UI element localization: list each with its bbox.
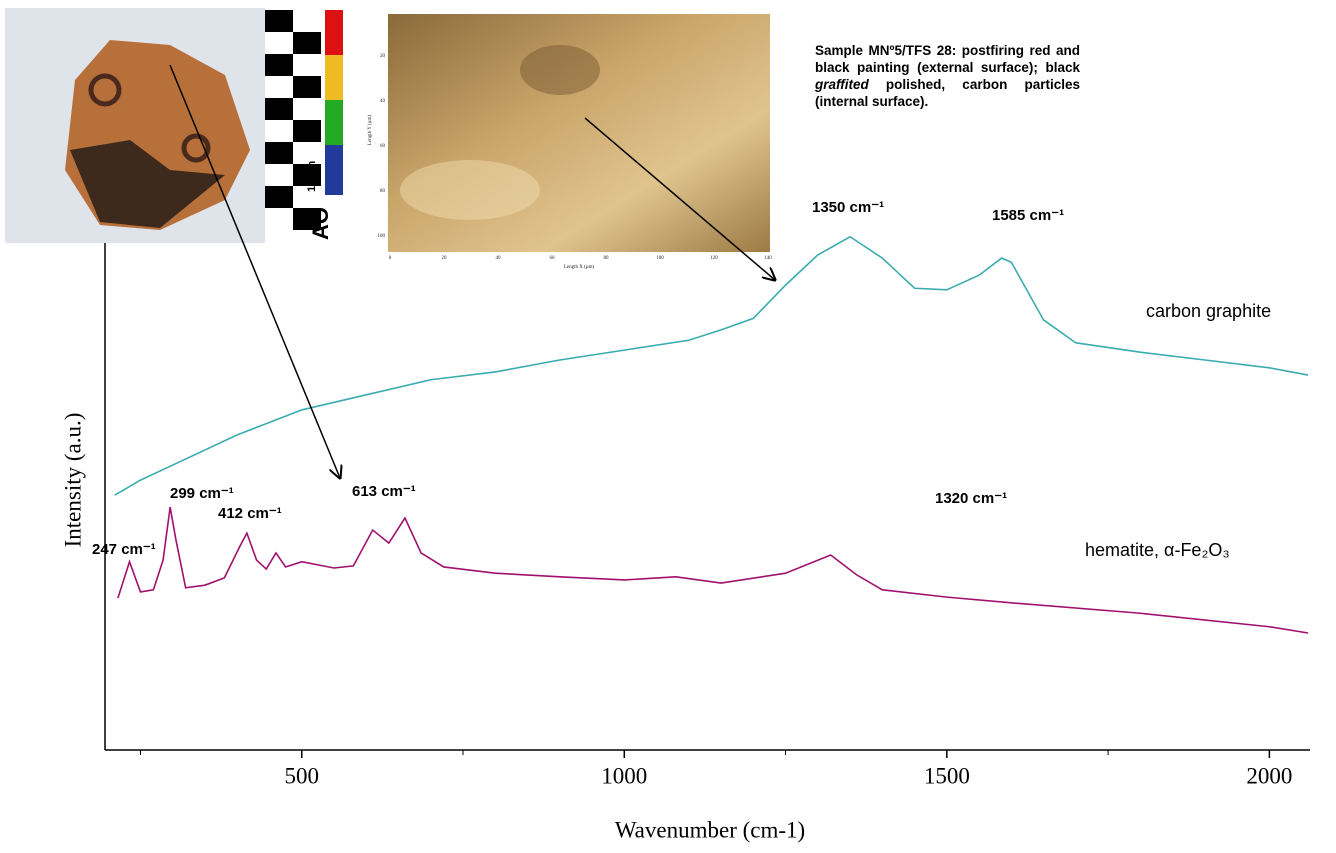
plot-area [114, 235, 1309, 634]
caption-text: Sample MNº5/TFS 28: postfiring red and b… [815, 43, 1080, 75]
series-line [114, 235, 1309, 496]
micro-x-tick: 40 [496, 256, 502, 261]
series-label: carbon graphite [1146, 301, 1271, 321]
y-axis-title: Intensity (a.u.) [60, 413, 85, 548]
peak-label: 1585 cm⁻¹ [992, 207, 1064, 224]
micro-x-tick: 20 [442, 256, 448, 261]
ruler-text: AO [308, 207, 333, 240]
micrograph: Length Y (µm) Length X (µm) 0 20 40 60 80 100… [368, 10, 782, 270]
arrow [169, 64, 340, 478]
micro-x-tick: 60 [550, 256, 556, 261]
x-tick-label: 2000 [1246, 763, 1292, 788]
x-tick-label: 1500 [924, 763, 970, 788]
peak-label: 247 cm⁻¹ [92, 541, 156, 558]
series-label: hematite, α-Fe₂O₃ [1085, 540, 1230, 560]
peak-label: 299 cm⁻¹ [170, 485, 234, 502]
micro-x-tick: 80 [604, 256, 610, 261]
micro-y-tick: 40 [380, 99, 386, 104]
series-line [117, 507, 1309, 634]
micro-x-tick: 120 [710, 256, 718, 261]
sherd-photo: 10 cm AO [5, 8, 345, 243]
x-tick-label: 1000 [601, 763, 647, 788]
scale-label: 10 cm [306, 161, 318, 192]
micro-x-tick: 0 [389, 256, 392, 261]
micro-y-label: Length Y (µm) [368, 115, 373, 145]
peak-label: 412 cm⁻¹ [218, 505, 282, 522]
peak-label: 1350 cm⁻¹ [812, 199, 884, 216]
caption: Sample MNº5/TFS 28: postfiring red and b… [815, 42, 1080, 110]
micro-y-tick: 20 [380, 54, 386, 59]
micro-y-tick: 80 [380, 189, 386, 194]
caption-text: graffited [815, 77, 869, 92]
micro-y-tick: 100 [378, 234, 386, 239]
micro-x-tick: 100 [656, 256, 664, 261]
arrow [584, 117, 775, 280]
micro-x-label: Length X (µm) [564, 265, 595, 270]
caption-text: polished, carbon particles (internal sur… [815, 77, 1080, 109]
micro-x-tick: 140 [764, 256, 772, 261]
micro-y-tick: 60 [380, 144, 386, 149]
peak-label: 613 cm⁻¹ [352, 483, 416, 500]
peak-label: 1320 cm⁻¹ [935, 490, 1007, 507]
x-tick-label: 500 [284, 763, 319, 788]
x-axis-title: Wavenumber (cm-1) [615, 817, 805, 842]
